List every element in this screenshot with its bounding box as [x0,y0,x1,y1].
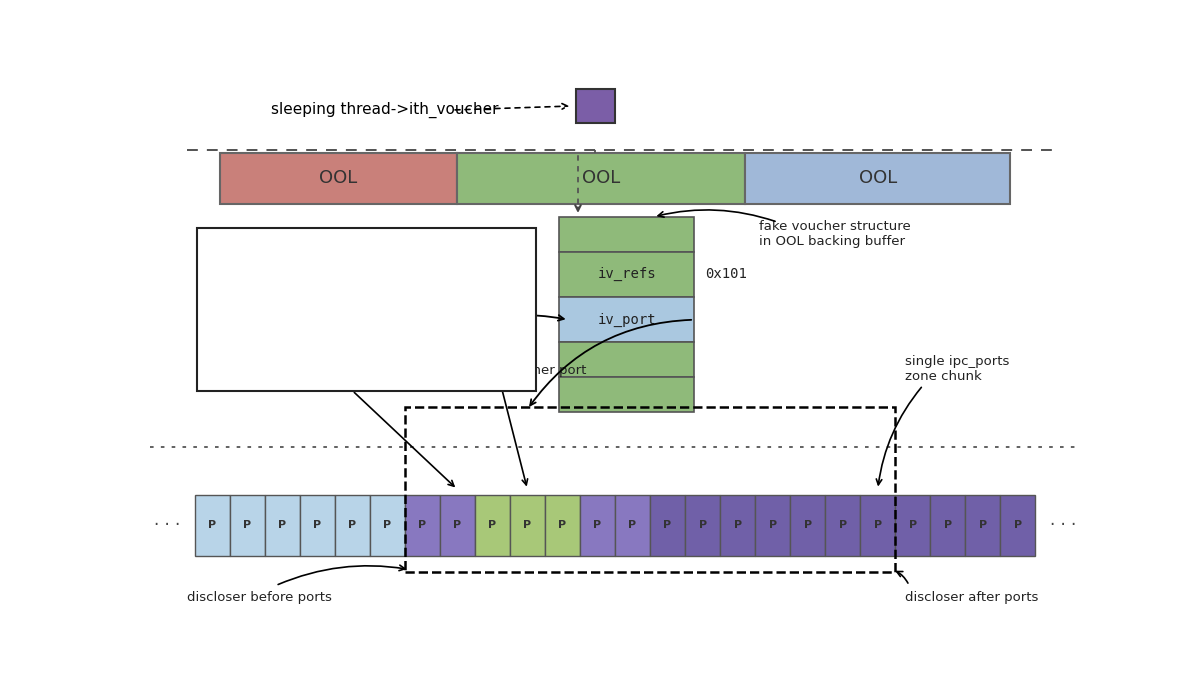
Text: the: the [212,319,236,332]
Text: fake voucher structure is found, it's: fake voucher structure is found, it's [212,261,434,274]
Text: P: P [768,520,776,530]
FancyBboxPatch shape [790,495,826,556]
Text: discloser after ports: discloser after ports [905,591,1038,604]
Text: P: P [839,520,847,530]
FancyBboxPatch shape [559,297,694,342]
Text: iv_refs: iv_refs [598,267,656,281]
FancyBboxPatch shape [1001,495,1036,556]
Text: P: P [313,520,322,530]
Text: single ipc_ports
zone chunk: single ipc_ports zone chunk [905,355,1009,382]
FancyBboxPatch shape [220,153,457,203]
FancyBboxPatch shape [895,495,930,556]
Text: containing a fake voucher, but this time: containing a fake voucher, but this time [212,300,463,313]
Text: V: V [589,99,601,114]
Text: iv_port: iv_port [235,319,288,332]
FancyBboxPatch shape [580,495,616,556]
Text: neighbour port: neighbour port [302,375,402,388]
Text: OOL: OOL [859,169,896,187]
Text: OOL: OOL [319,169,358,187]
Text: P: P [208,520,216,530]
Text: 0x101: 0x101 [706,267,748,281]
FancyBboxPatch shape [930,495,965,556]
FancyBboxPatch shape [559,217,694,252]
Text: P: P [244,520,251,530]
Text: once the OOL descriptor containing the: once the OOL descriptor containing the [212,242,460,255]
Text: P: P [278,520,287,530]
Text: a 4k boundary), pointing it in to the next: a 4k boundary), pointing it in to the ne… [212,338,467,351]
FancyBboxPatch shape [755,495,790,556]
Text: P: P [698,520,707,530]
Text: P: P [419,520,426,530]
FancyBboxPatch shape [545,495,580,556]
FancyBboxPatch shape [685,495,720,556]
Text: discloser before ports: discloser before ports [187,591,332,604]
Text: P: P [383,520,391,530]
FancyBboxPatch shape [475,495,510,556]
Text: · · ·: · · · [154,516,180,534]
Text: P: P [804,520,811,530]
FancyBboxPatch shape [720,495,755,556]
Text: reallocated with another OOL descriptor: reallocated with another OOL descriptor [212,280,464,294]
Text: P: P [348,520,356,530]
Text: · · ·: · · · [1050,516,1076,534]
FancyBboxPatch shape [510,495,545,556]
Text: P: P [1014,520,1022,530]
FancyBboxPatch shape [559,378,694,412]
FancyBboxPatch shape [457,153,745,203]
Text: P: P [874,520,882,530]
FancyBboxPatch shape [616,495,650,556]
Text: fake voucher port: fake voucher port [468,364,587,378]
Text: P: P [454,520,462,530]
Text: P: P [629,520,636,530]
FancyBboxPatch shape [335,495,370,556]
FancyBboxPatch shape [650,495,685,556]
Text: P: P [558,520,566,530]
FancyBboxPatch shape [265,495,300,556]
Text: sleeping thread->ith_voucher: sleeping thread->ith_voucher [271,102,498,118]
FancyBboxPatch shape [404,495,440,556]
Text: P: P [908,520,917,530]
FancyBboxPatch shape [370,495,404,556]
FancyBboxPatch shape [440,495,475,556]
Text: field is moved up by 16k (at: field is moved up by 16k (at [283,319,462,332]
Text: fake voucher structure
in OOL backing buffer: fake voucher structure in OOL backing bu… [760,219,911,248]
Text: P: P [733,520,742,530]
FancyBboxPatch shape [576,89,616,124]
Text: iv_port: iv_port [598,313,656,327]
Text: P: P [664,520,672,530]
FancyBboxPatch shape [826,495,860,556]
Text: P: P [979,520,986,530]
Text: ipc_ports: ipc_ports [212,357,280,371]
Text: P: P [488,520,497,530]
FancyBboxPatch shape [194,495,229,556]
Text: P: P [943,520,952,530]
FancyBboxPatch shape [197,228,536,391]
FancyBboxPatch shape [965,495,1001,556]
FancyBboxPatch shape [559,342,694,378]
FancyBboxPatch shape [860,495,895,556]
Text: P: P [523,520,532,530]
FancyBboxPatch shape [229,495,265,556]
FancyBboxPatch shape [300,495,335,556]
Text: OOL: OOL [582,169,620,187]
FancyBboxPatch shape [559,252,694,297]
Text: zone chunk: zone chunk [272,357,348,371]
Text: P: P [594,520,601,530]
FancyBboxPatch shape [745,153,1010,203]
